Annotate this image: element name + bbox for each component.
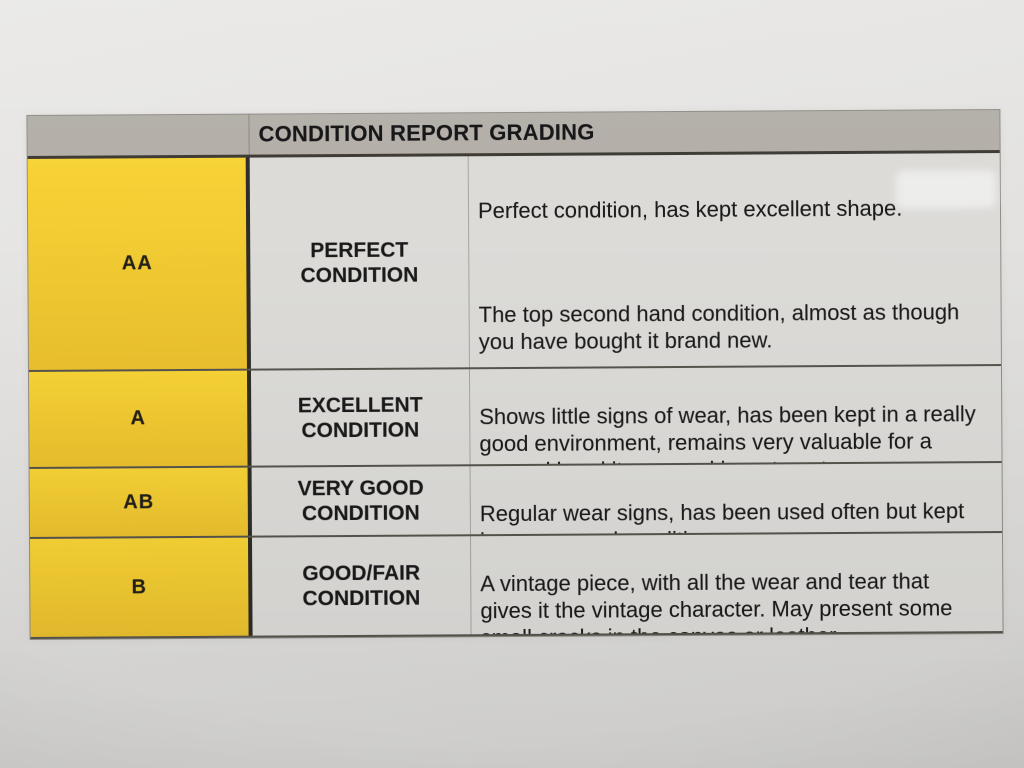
description-cell: A vintage piece, with all the wear and t…: [470, 533, 1003, 635]
condition-cell: EXCELLENT CONDITION: [250, 369, 471, 466]
description-paragraph: Regular wear signs, has been used often …: [479, 498, 965, 534]
grade-cell: A: [28, 370, 252, 467]
description-cell: Perfect condition, has kept excellent sh…: [468, 153, 1001, 368]
description-paragraph: A vintage piece, with all the wear and t…: [480, 568, 953, 634]
description-paragraph: Shows little signs of wear, has been kep…: [479, 401, 976, 464]
description-paragraph: The top second hand condition, almost as…: [478, 299, 960, 355]
table-row: A EXCELLENT CONDITION Shows little signs…: [28, 366, 1002, 469]
condition-cell: VERY GOOD CONDITION: [251, 466, 471, 536]
table-row: AB VERY GOOD CONDITION Regular wear sign…: [29, 463, 1002, 539]
condition-grading-table: CONDITION REPORT GRADING AA PERFECT COND…: [26, 109, 1004, 640]
table-title: CONDITION REPORT GRADING: [258, 119, 595, 147]
table-row: B GOOD/FAIR CONDITION A vintage piece, w…: [29, 533, 1003, 639]
table-row: AA PERFECT CONDITION Perfect condition, …: [27, 153, 1001, 372]
grade-cell: AB: [29, 467, 252, 537]
grade-cell: AA: [27, 157, 251, 370]
description-paragraph: Perfect condition, has kept excellent sh…: [477, 195, 903, 224]
header-spacer-cell: [27, 114, 250, 156]
description-cell: Regular wear signs, has been used often …: [470, 463, 1002, 535]
condition-cell: GOOD/FAIR CONDITION: [251, 536, 472, 636]
description-cell: Shows little signs of wear, has been kep…: [469, 366, 1002, 465]
condition-cell: PERFECT CONDITION: [249, 156, 470, 369]
grade-cell: B: [29, 537, 253, 637]
table-header-row: CONDITION REPORT GRADING: [27, 110, 1000, 159]
